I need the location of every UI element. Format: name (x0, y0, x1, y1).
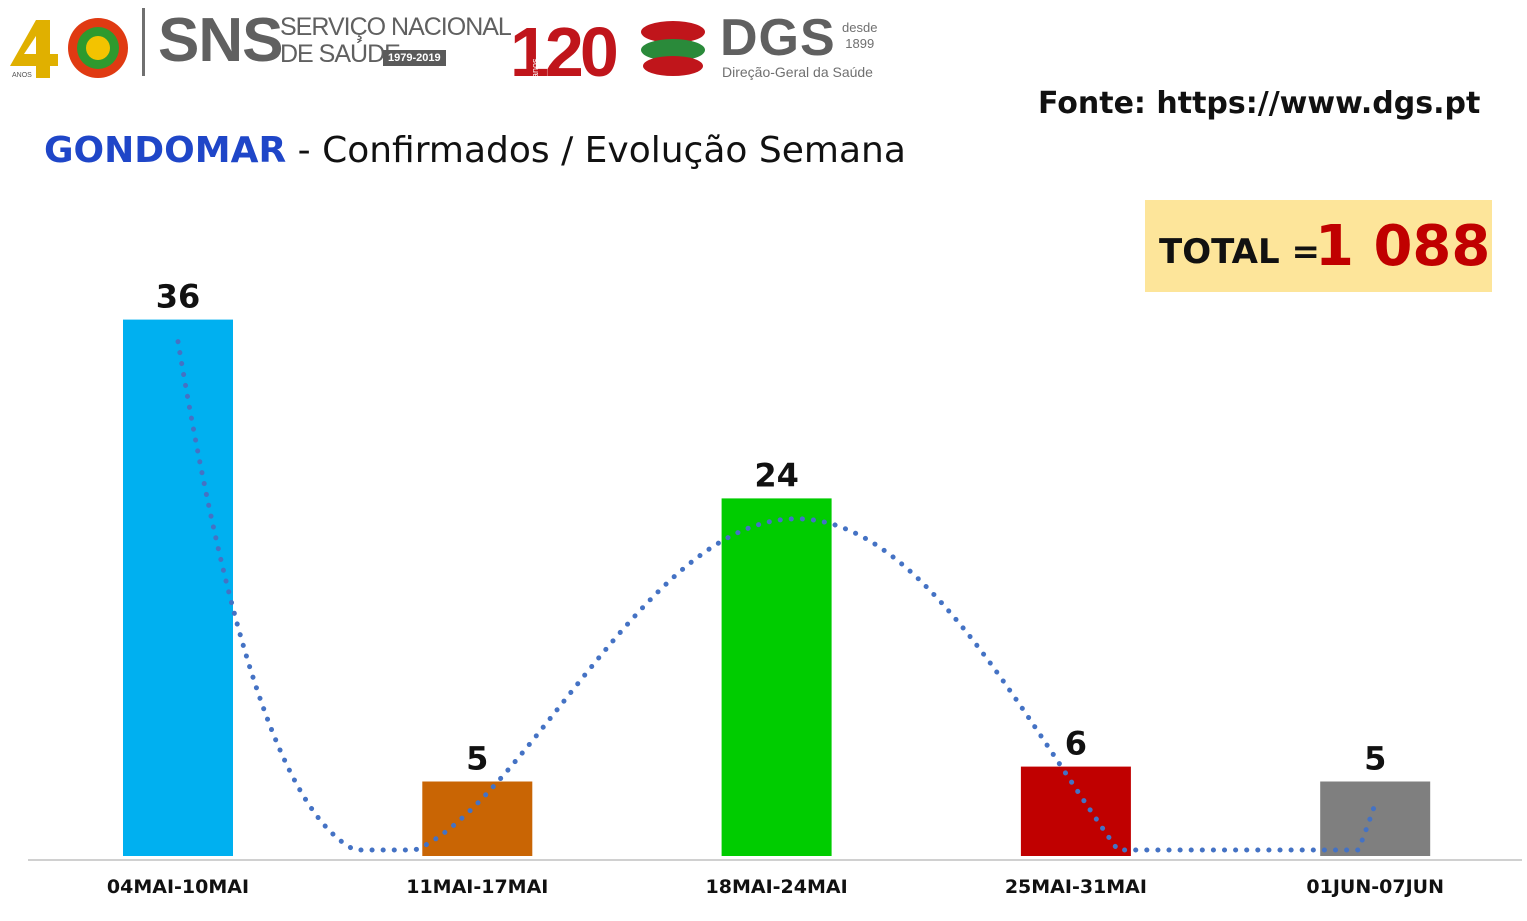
sns-years-badge: 1979-2019 (383, 50, 446, 66)
data-label: 5 (1364, 740, 1386, 778)
bar-25mai-31mai (1020, 766, 1131, 856)
total-value: 1 088 (1315, 214, 1491, 279)
dgs-anniversary-number: 120 (510, 13, 617, 83)
dgs-name: Direção-Geral da Saúde (722, 64, 873, 80)
bar-18mai-24mai (721, 498, 832, 856)
total-box: TOTAL = 1 088 (1145, 200, 1492, 292)
sns-name-line1: SERVIÇO NACIONAL (280, 13, 512, 41)
sns-name: SERVIÇO NACIONAL DE SAÚDE (280, 13, 512, 68)
bar-11mai-17mai (422, 781, 533, 856)
dgs-acronym: DGS (720, 9, 836, 67)
dgs-120-anos-logo: 120 anos (510, 13, 705, 83)
title-rest: - Confirmados / Evolução Semana (286, 130, 906, 171)
chart-title: GONDOMAR - Confirmados / Evolução Semana (44, 130, 906, 171)
trendline (175, 339, 1378, 853)
sns-acronym: SNS (158, 6, 283, 75)
x-tick-label: 25MAI-31MAI (1005, 876, 1147, 898)
data-label: 24 (754, 456, 799, 494)
x-tick-label: 18MAI-24MAI (706, 876, 848, 898)
sns-40-anos-logo: ANOS (10, 18, 128, 79)
bars-group (123, 319, 1431, 857)
x-tick-label: 01JUN-07JUN (1306, 876, 1444, 898)
total-label: TOTAL = (1159, 232, 1320, 272)
labels-group: 36 04MAI-10MAI 5 11MAI-17MAI 24 18MAI-24MAI 6 2… (107, 278, 1444, 898)
sns-name-line2: DE SAÚDE (280, 40, 401, 68)
bar-04mai-10mai (123, 319, 233, 857)
dgs-since-label: desde (842, 20, 878, 35)
data-label: 5 (466, 740, 488, 778)
data-label: 36 (156, 278, 201, 316)
x-tick-label: 04MAI-10MAI (107, 876, 249, 898)
dgs-since: desde 1899 (842, 20, 877, 52)
header: ANOS SNS SERVIÇO NACIONAL DE SAÚDE 1979-… (0, 0, 1527, 95)
data-label: 6 (1065, 725, 1087, 763)
logo-separator (142, 8, 145, 76)
bar-01jun-07jun (1320, 781, 1431, 856)
dgs-since-year: 1899 (845, 36, 875, 51)
x-tick-label: 11MAI-17MAI (406, 876, 548, 898)
sns-anniversary-sub: ANOS (12, 72, 32, 79)
dgs-anniversary-sub: anos (530, 58, 540, 78)
source-credit: Fonte: https://www.dgs.pt (1038, 86, 1481, 121)
title-place: GONDOMAR (44, 130, 287, 171)
